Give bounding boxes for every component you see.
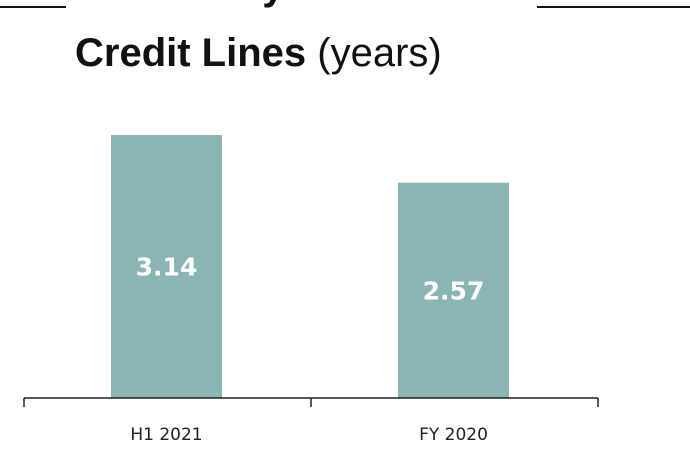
chart-title-line2: Credit Lines (years) (75, 28, 442, 78)
title-rule-left (0, 6, 66, 8)
chart-title-bold: Credit Lines (75, 31, 307, 75)
bar-1 (111, 135, 222, 398)
x-tick-label-2: FY 2020 (419, 425, 488, 445)
bar-2 (398, 182, 509, 398)
chart-title-unit: (years) (306, 31, 442, 75)
title-rule-right (537, 6, 690, 8)
bar-value-label-2: 2.57 (423, 276, 485, 305)
chart-title-line1: Av. Maturity and/atm. (60, 0, 540, 14)
x-tick-label-1: H1 2021 (130, 425, 202, 445)
bar-value-label-1: 3.14 (136, 253, 198, 282)
